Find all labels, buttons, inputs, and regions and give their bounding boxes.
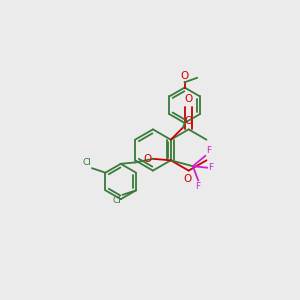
Text: Cl: Cl (113, 196, 122, 205)
Text: O: O (181, 71, 189, 81)
Text: O: O (184, 94, 193, 104)
Text: F: F (206, 146, 211, 155)
Text: F: F (196, 182, 201, 191)
Text: Cl: Cl (82, 158, 91, 167)
Text: F: F (208, 163, 213, 172)
Text: O: O (143, 154, 152, 164)
Text: O: O (184, 116, 193, 126)
Text: O: O (183, 174, 191, 184)
